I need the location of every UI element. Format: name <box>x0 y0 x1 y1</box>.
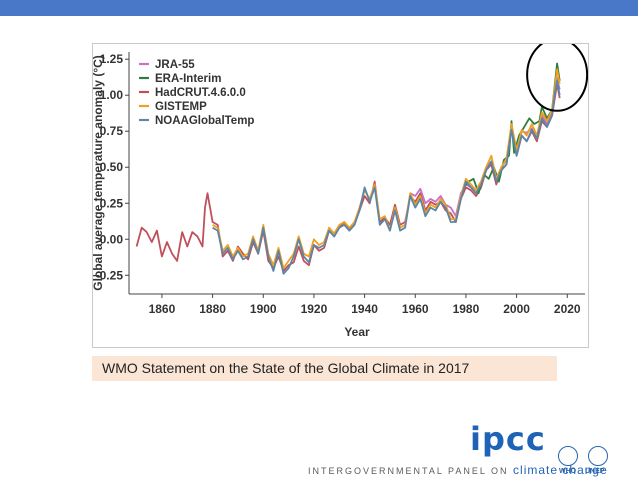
y-tick-label: 0.50 <box>100 160 124 174</box>
who-label: WHO <box>559 468 577 475</box>
highlight-circle <box>526 44 588 112</box>
y-tick-label: 0.25 <box>100 196 124 210</box>
y-tick-label: −0.25 <box>93 268 123 282</box>
series-line-hadcrut-4-6-0-0 <box>135 82 561 272</box>
ipcc-logo: ipcc <box>470 420 546 458</box>
x-tick-label: 1880 <box>199 302 226 316</box>
legend-label: NOAAGlobalTemp <box>155 115 254 127</box>
legend-label: HadCRUT.4.6.0.0 <box>155 87 246 99</box>
unep-label: UNEP <box>585 468 605 475</box>
series-line-noaaglobaltemp <box>212 79 561 275</box>
chart-frame: −0.25 0.00 0.25 0.50 0.75 1.00 1.25 1860 1880 190… <box>92 43 589 348</box>
legend-label: ERA-Interim <box>155 73 221 85</box>
y-tick-label: 1.00 <box>100 88 124 102</box>
legend-label: JRA-55 <box>155 59 195 71</box>
top-accent-bar <box>0 0 638 16</box>
x-tick-label: 2020 <box>554 302 581 316</box>
figure-caption: WMO Statement on the State of the Global… <box>92 356 557 381</box>
x-tick-label: 1980 <box>453 302 480 316</box>
y-tick-label: 0.75 <box>100 124 124 138</box>
y-tick-label: 1.25 <box>100 52 124 66</box>
y-axis-title: Global average temperature anomaly (°C) <box>93 55 105 291</box>
x-tick-label: 1960 <box>402 302 429 316</box>
ipcc-tagline: INTERGOVERNMENTAL PANEL ON climate chang… <box>308 463 608 477</box>
x-tick-label: 1920 <box>301 302 328 316</box>
temperature-anomaly-chart: −0.25 0.00 0.25 0.50 0.75 1.00 1.25 1860 1880 190… <box>93 44 588 339</box>
x-tick-label: 2000 <box>503 302 530 316</box>
ipcc-tagline-prefix: INTERGOVERNMENTAL PANEL ON <box>308 466 509 476</box>
series-line-jra-55 <box>409 77 561 218</box>
x-axis-title: Year <box>344 325 370 339</box>
who-emblem-icon <box>558 446 578 466</box>
legend-label: GISTEMP <box>155 101 207 113</box>
ipcc-tagline-strong: climate change <box>513 463 608 477</box>
x-tick-label: 1900 <box>250 302 277 316</box>
x-tick-label: 1940 <box>351 302 378 316</box>
unep-emblem-icon <box>588 446 608 466</box>
y-tick-label: 0.00 <box>100 232 124 246</box>
x-tick-label: 1860 <box>149 302 176 316</box>
